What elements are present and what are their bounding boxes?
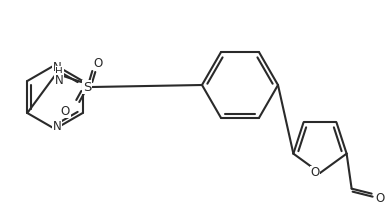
Text: O: O [94, 56, 103, 70]
Text: N: N [53, 121, 61, 133]
Text: O: O [310, 167, 320, 179]
Text: H: H [55, 67, 63, 77]
Text: O: O [375, 192, 384, 205]
Text: N: N [53, 61, 61, 73]
Text: N: N [55, 73, 64, 87]
Text: O: O [61, 104, 70, 118]
Text: S: S [83, 80, 91, 94]
